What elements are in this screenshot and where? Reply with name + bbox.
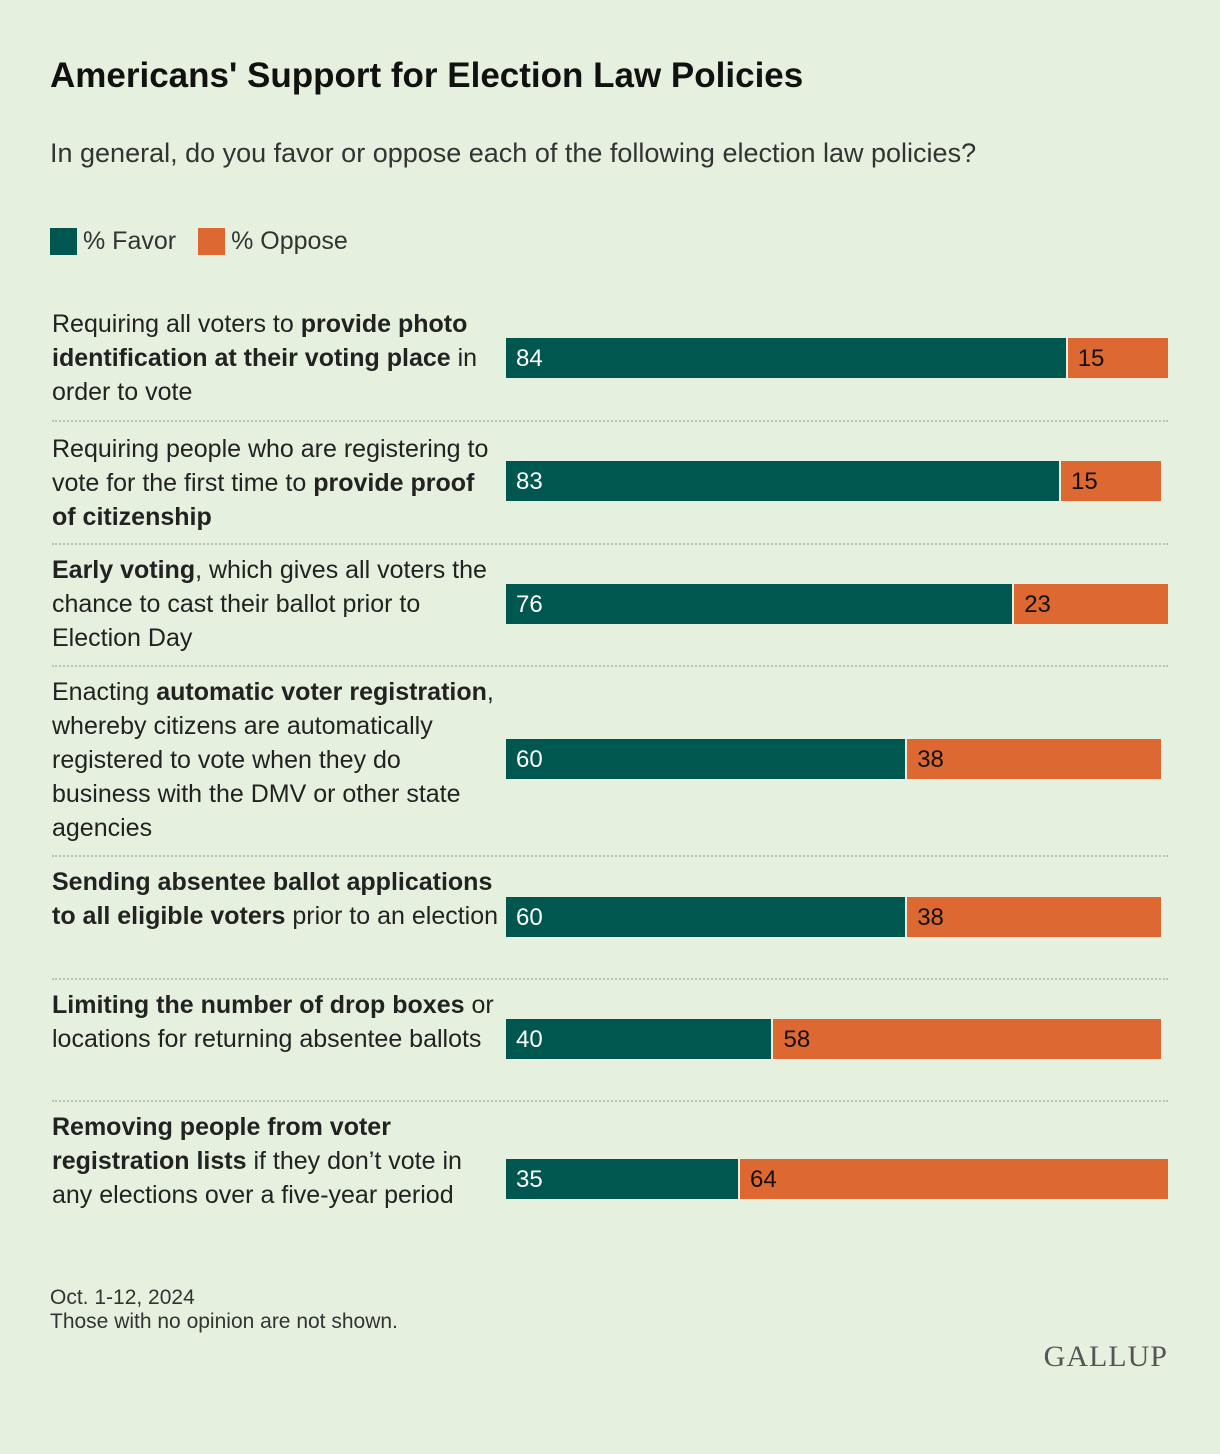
category-label-segment: Enacting xyxy=(52,678,157,706)
chart-subtitle: In general, do you favor or oppose each … xyxy=(50,138,977,168)
data-label: 15 xyxy=(1077,345,1105,372)
row-divider xyxy=(52,420,1168,422)
legend: % Favor % Oppose xyxy=(50,227,370,256)
bar-favor: 60 xyxy=(506,739,906,779)
data-label: 60 xyxy=(516,746,543,773)
data-label: 83 xyxy=(516,468,543,495)
category-label-segment: if they don’t vote in any elections over… xyxy=(52,1147,462,1209)
category-label: Removing people from voter registration … xyxy=(52,1110,502,1212)
legend-swatch-favor xyxy=(50,228,77,255)
bar-oppose: 15 xyxy=(1061,461,1162,501)
bar-favor: 60 xyxy=(506,897,906,937)
category-label-segment: Removing people from voter registration … xyxy=(52,1113,391,1175)
data-label: 58 xyxy=(783,1026,811,1053)
data-label: 64 xyxy=(750,1166,777,1193)
bar-favor: 35 xyxy=(506,1159,739,1199)
data-label: 15 xyxy=(1071,468,1098,495)
category-label: Limiting the number of drop boxes or loc… xyxy=(52,988,502,1056)
data-label: 35 xyxy=(516,1166,543,1193)
category-label-segment: provide proof of citizenship xyxy=(52,469,475,531)
bar-oppose: 23 xyxy=(1014,584,1168,624)
bar-oppose: 38 xyxy=(907,739,1162,779)
category-label-segment: Requiring all voters to xyxy=(52,310,301,338)
row-divider xyxy=(52,855,1168,857)
bar-favor: 40 xyxy=(506,1019,772,1059)
category-label-segment: , whereby citizens are automatically reg… xyxy=(52,678,494,842)
chart-title: Americans' Support for Election Law Poli… xyxy=(50,56,804,95)
row-divider xyxy=(52,665,1168,667)
category-label-segment: Limiting the number of drop boxes xyxy=(52,991,465,1019)
category-label: Requiring all voters to provide photo id… xyxy=(52,307,502,409)
category-label-segment: provide photo identification at their vo… xyxy=(52,310,468,372)
row-divider xyxy=(52,978,1168,980)
data-label: 84 xyxy=(516,345,543,372)
gallup-logo: GALLUP xyxy=(1043,1340,1168,1373)
category-label: Sending absentee ballot applications to … xyxy=(52,865,502,933)
category-label-segment: in order to vote xyxy=(52,344,478,406)
footnote: Those with no opinion are not shown. xyxy=(50,1310,398,1333)
category-label-segment: prior to an election xyxy=(285,902,499,930)
data-label: 38 xyxy=(917,746,944,773)
category-label-segment: or locations for returning absentee ball… xyxy=(52,991,494,1053)
bar-favor: 84 xyxy=(506,338,1066,378)
legend-label-oppose: % Oppose xyxy=(231,227,348,255)
survey-date: Oct. 1-12, 2024 xyxy=(50,1286,195,1309)
legend-swatch-oppose xyxy=(198,228,226,255)
category-label-segment: Sending absentee ballot applications to … xyxy=(52,868,493,930)
category-label-segment: , which gives all voters the chance to c… xyxy=(52,556,487,652)
data-label: 60 xyxy=(516,904,543,931)
data-label: 38 xyxy=(917,904,944,931)
category-label: Enacting automatic voter registration, w… xyxy=(52,675,502,845)
row-divider xyxy=(52,1100,1168,1102)
data-label: 76 xyxy=(516,591,543,618)
bar-favor: 83 xyxy=(506,461,1059,501)
data-label: 23 xyxy=(1024,591,1051,618)
data-label: 40 xyxy=(516,1026,543,1053)
bar-favor: 76 xyxy=(506,584,1013,624)
category-label: Early voting, which gives all voters the… xyxy=(52,553,502,655)
category-label-segment: automatic voter registration xyxy=(156,678,487,706)
category-label: Requiring people who are registering to … xyxy=(52,432,502,534)
category-label-segment: Requiring people who are registering to … xyxy=(52,435,489,497)
bar-oppose: 38 xyxy=(907,897,1162,937)
category-label-segment: Early voting xyxy=(52,556,196,584)
bar-oppose: 15 xyxy=(1067,338,1168,378)
bar-oppose: 58 xyxy=(773,1019,1162,1059)
row-divider xyxy=(52,543,1168,545)
legend-label-favor: % Favor xyxy=(83,227,177,255)
bar-oppose: 64 xyxy=(740,1159,1168,1199)
